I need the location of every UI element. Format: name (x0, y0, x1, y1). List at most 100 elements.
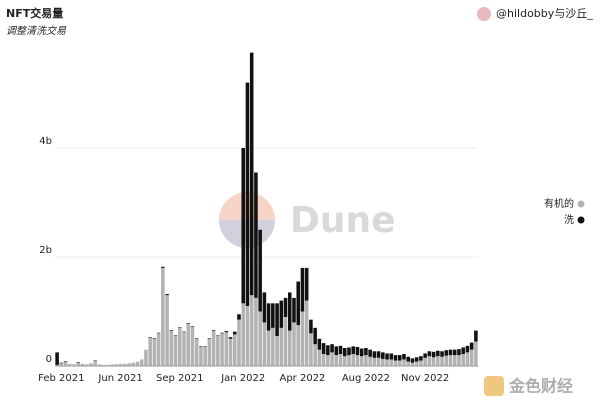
bar-segment (359, 356, 364, 366)
bar-segment (156, 333, 161, 366)
bar-segment (296, 325, 301, 366)
bar-segment (165, 295, 169, 366)
bar-segment (186, 323, 191, 366)
bar-segment (372, 351, 377, 358)
bar-segment (419, 360, 423, 366)
bar-segment (148, 337, 152, 338)
bar-segment (266, 330, 271, 366)
bar-segment (254, 297, 258, 366)
bar-segment (279, 327, 284, 366)
bar-segment (254, 172, 258, 298)
bar-segment (338, 354, 343, 366)
bar-segment (355, 346, 360, 356)
bar-segment (161, 267, 165, 366)
bar-segment (80, 363, 85, 366)
bar-segment (199, 346, 203, 366)
bar-segment (182, 331, 186, 333)
bar-segment (186, 322, 191, 324)
x-tick-label: Feb 2021 (38, 373, 84, 384)
bar-segment (106, 364, 110, 366)
bar-segment (338, 345, 343, 355)
watermark: Dune (290, 200, 396, 241)
bar-segment (461, 354, 465, 366)
avatar (477, 7, 491, 21)
bar-segment (148, 337, 152, 366)
bar-segment (334, 346, 339, 356)
bar-segment (296, 281, 301, 326)
bar-segment (178, 327, 182, 328)
bar-segment (457, 349, 461, 356)
bar-segment (419, 356, 423, 361)
bar-segment (397, 355, 402, 361)
bar-segment (275, 336, 279, 366)
bar-segment (389, 359, 394, 366)
bar-segment (431, 351, 436, 358)
bar-segment (110, 364, 114, 366)
bar-segment (406, 356, 410, 362)
bar-segment (216, 336, 220, 366)
bar-segment (376, 357, 381, 366)
legend-label: 有机的 (544, 197, 574, 210)
bar-segment (368, 356, 372, 366)
source-logo (484, 376, 504, 396)
bar-segment (152, 338, 157, 339)
bar-segment (292, 297, 296, 323)
bar-segment (389, 353, 394, 360)
bar-segment (139, 359, 144, 366)
bar-segment (173, 335, 178, 337)
bar-segment (97, 364, 102, 366)
x-tick-label: Sep 2021 (156, 373, 203, 384)
bar-segment (393, 355, 398, 361)
bar-segment (342, 348, 347, 357)
bar-segment (402, 359, 406, 366)
bar-segment (283, 316, 288, 366)
bar-segment (287, 330, 292, 366)
bar-segment (313, 344, 317, 366)
bar-segment (402, 354, 406, 360)
bar-segment (245, 306, 250, 366)
bar-segment (279, 300, 284, 328)
bar-segment (72, 364, 76, 366)
legend-swatch (577, 200, 585, 208)
bar-segment (359, 348, 364, 357)
bar-segment (237, 319, 241, 366)
bar-segment (309, 333, 313, 366)
bar-segment (410, 362, 415, 366)
bar-segment (258, 311, 262, 366)
bar-segment (414, 357, 419, 362)
bar-segment (465, 352, 470, 366)
bar-segment (381, 358, 385, 366)
bar-segment (182, 332, 186, 366)
bar-segment (55, 352, 59, 365)
bar-segment (397, 360, 402, 366)
bar-segment (224, 332, 229, 366)
bar-segment (313, 327, 317, 345)
bar-segment (431, 357, 436, 366)
bar-segment (258, 229, 262, 312)
bar-segment (266, 303, 271, 331)
bar-segment (59, 362, 64, 364)
bar-segment (63, 361, 68, 362)
bar-segment (228, 338, 233, 366)
bar-segment (203, 346, 207, 366)
bar-segment (76, 362, 81, 363)
bar-segment (59, 363, 64, 366)
bar-segment (342, 356, 347, 366)
bar-segment (465, 345, 470, 353)
bar-segment (326, 355, 330, 366)
bar-segment (199, 346, 203, 347)
bar-segment (414, 361, 419, 366)
bar-segment (287, 292, 292, 331)
x-tick-label: Apr 2022 (279, 373, 325, 384)
bar-segment (330, 352, 334, 366)
bar-segment (452, 355, 457, 366)
bar-segment (220, 332, 224, 334)
bar-segment (385, 359, 389, 366)
bar-segment (423, 357, 427, 366)
bar-segment (351, 354, 355, 366)
bar-segment (300, 267, 305, 312)
bar-segment (211, 330, 216, 366)
bar-segment (427, 351, 432, 357)
bar-segment (326, 345, 330, 356)
bar-segment (114, 364, 119, 366)
